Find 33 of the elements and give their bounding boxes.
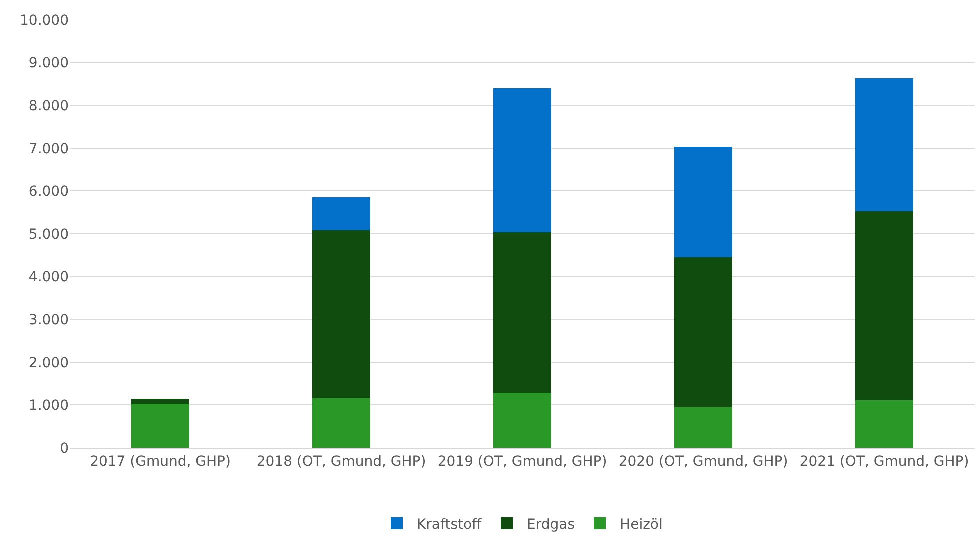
bar — [674, 258, 732, 408]
bar — [132, 399, 190, 404]
bar — [132, 404, 190, 448]
bar — [312, 198, 370, 231]
legend-label: Kraftstoff — [417, 516, 482, 533]
x-tick-label: 2019 (OT, Gmund, GHP) — [438, 454, 608, 470]
y-tick-label: 1.000 — [28, 398, 69, 414]
legend-label: Heizöl — [620, 516, 663, 533]
bar — [674, 147, 732, 258]
y-tick-label: 0 — [60, 440, 69, 457]
y-tick-label: 3.000 — [28, 312, 69, 328]
bar — [312, 230, 370, 398]
bar — [312, 398, 370, 448]
bar — [494, 88, 552, 233]
y-tick-label: 8.000 — [28, 98, 69, 114]
y-tick-label: 9.000 — [28, 56, 69, 72]
x-tick-label: 2020 (OT, Gmund, GHP) — [618, 454, 788, 470]
bar — [856, 400, 914, 448]
bar — [494, 232, 552, 394]
x-tick-label: 2018 (OT, Gmund, GHP) — [256, 454, 426, 470]
bar — [856, 78, 914, 212]
bar — [674, 407, 732, 448]
y-tick-label: 4.000 — [28, 270, 69, 286]
x-tick-label: 2017 (Gmund, GHP) — [90, 454, 231, 470]
x-tick-label: 2021 (OT, Gmund, GHP) — [800, 454, 970, 470]
y-tick-label: 5.000 — [28, 226, 69, 243]
y-tick-label: 6.000 — [28, 184, 69, 200]
y-tick-label: 2.000 — [28, 355, 69, 372]
bar — [856, 212, 914, 400]
y-tick-label: 7.000 — [28, 141, 69, 158]
y-tick-label: 10.000 — [20, 12, 69, 29]
bar — [494, 393, 552, 448]
legend-label: Erdgas — [527, 516, 576, 533]
